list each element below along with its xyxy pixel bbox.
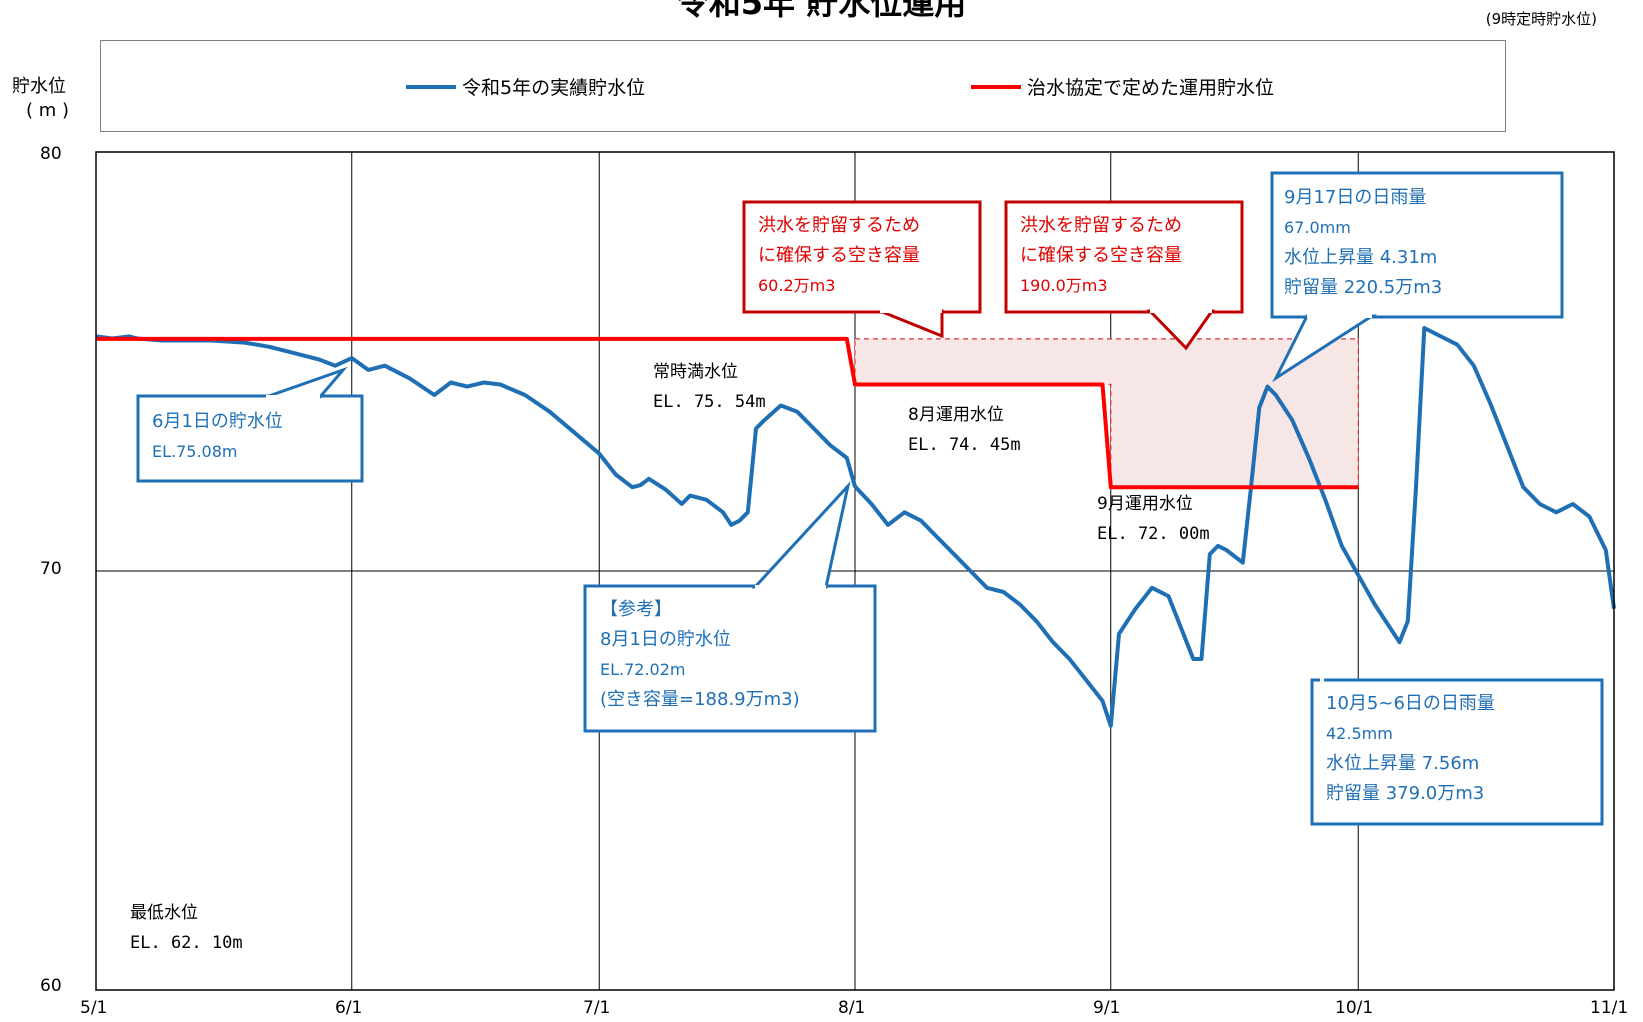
callout-aug1-pointer bbox=[751, 480, 851, 589]
x-tick-label-0801: 8/1 bbox=[838, 998, 866, 1018]
chart-title: 令和5年 貯水位運用 bbox=[676, 0, 967, 22]
callout-aug1-line4: (空き容量=188.9万m3) bbox=[600, 689, 800, 710]
minimum-level-label: 最低水位 bbox=[130, 903, 198, 923]
callout-oct5-box bbox=[1310, 678, 1604, 826]
y-tick-label-70: 70 bbox=[40, 559, 62, 579]
callout-sep-space-line3: 190.0万m3 bbox=[1020, 276, 1108, 295]
callout-oct5-line4: 貯留量 379.0万m3 bbox=[1326, 783, 1485, 804]
y-axis-unit: ( m ) bbox=[26, 100, 70, 121]
x-tick-label-0601: 6/1 bbox=[335, 998, 363, 1018]
minimum-level-value: EL. 62. 10m bbox=[130, 933, 243, 953]
callout-june1-line2: EL.75.08m bbox=[152, 442, 238, 461]
normal-full-level-label: 常時満水位 bbox=[653, 362, 738, 382]
august-level-label: 8月運用水位 bbox=[908, 405, 1004, 425]
x-tick-label-0901: 9/1 bbox=[1093, 998, 1121, 1018]
callout-aug-space-line2: に確保する空き容量 bbox=[758, 245, 920, 266]
september-level-label: 9月運用水位 bbox=[1097, 494, 1193, 514]
callout-sep17-box bbox=[1270, 171, 1564, 319]
callout-june1-box bbox=[136, 394, 364, 483]
callout-shapes bbox=[136, 171, 1604, 826]
callout-aug1-line1: 【参考】 bbox=[600, 599, 672, 620]
callout-sep17-line2: 67.0mm bbox=[1284, 218, 1351, 237]
callout-oct5-text: 10月5~6日の日雨量 42.5mm 水位上昇量 7.56m 貯留量 379.0… bbox=[1326, 689, 1495, 809]
y-axis-label: 貯水位 bbox=[12, 76, 66, 97]
legend: 令和5年の実績貯水位 治水協定で定めた運用貯水位 bbox=[100, 40, 1506, 132]
callout-aug1-line3: EL.72.02m bbox=[600, 660, 686, 679]
callout-aug-space-pointer bbox=[879, 309, 944, 339]
callout-aug-space-line1: 洪水を貯留するため bbox=[758, 215, 920, 236]
callout-aug-space-line3: 60.2万m3 bbox=[758, 276, 836, 295]
callout-sep17-line1: 9月17日の日雨量 bbox=[1284, 187, 1427, 208]
shaded-region bbox=[855, 338, 1359, 385]
callout-june1-line1: 6月1日の貯水位 bbox=[152, 411, 283, 432]
legend-label-actual: 令和5年の実績貯水位 bbox=[462, 77, 646, 99]
callout-sep17-line4: 貯留量 220.5万m3 bbox=[1284, 277, 1443, 298]
series-line-actual bbox=[95, 326, 1616, 728]
series-line-rule bbox=[96, 336, 1359, 490]
legend-line-red-icon bbox=[971, 84, 1021, 89]
x-tick-label-1101: 11/1 bbox=[1590, 998, 1629, 1018]
callout-aug1-line2: 8月1日の貯水位 bbox=[600, 629, 731, 650]
series-lines bbox=[95, 326, 1616, 728]
callout-june1-text: 6月1日の貯水位 EL.75.08m bbox=[152, 407, 283, 467]
legend-item-actual: 令和5年の実績貯水位 bbox=[406, 73, 645, 100]
x-tick-label-1001: 10/1 bbox=[1335, 998, 1374, 1018]
callout-oct5-line2: 42.5mm bbox=[1326, 724, 1393, 743]
callout-oct5-line1: 10月5~6日の日雨量 bbox=[1326, 693, 1495, 714]
callout-oct5-line3: 水位上昇量 7.56m bbox=[1326, 753, 1480, 774]
x-tick-label-0701: 7/1 bbox=[583, 998, 611, 1018]
september-level-value: EL. 72. 00m bbox=[1097, 524, 1210, 544]
plot-frame bbox=[95, 151, 1615, 991]
legend-item-rule: 治水協定で定めた運用貯水位 bbox=[971, 73, 1274, 100]
time-note: (9時定時貯水位) bbox=[1485, 10, 1597, 28]
normal-full-level-value: EL. 75. 54m bbox=[653, 392, 766, 412]
callout-aug-space-box bbox=[742, 200, 982, 314]
y-tick-label-60: 60 bbox=[40, 976, 62, 996]
callout-aug1-box bbox=[583, 584, 877, 733]
callout-aug1-text: 【参考】 8月1日の貯水位 EL.72.02m (空き容量=188.9万m3) bbox=[600, 595, 800, 715]
callout-june1-pointer bbox=[265, 366, 348, 399]
callout-sep-space-line2: に確保する空き容量 bbox=[1020, 245, 1182, 266]
legend-line-blue-icon bbox=[406, 84, 456, 89]
callout-sep-space-box bbox=[1004, 200, 1244, 314]
callout-aug-space-text: 洪水を貯留するため に確保する空き容量 60.2万m3 bbox=[758, 211, 920, 301]
callout-sep-space-line1: 洪水を貯留するため bbox=[1020, 215, 1182, 236]
callout-sep17-text: 9月17日の日雨量 67.0mm 水位上昇量 4.31m 貯留量 220.5万m… bbox=[1284, 183, 1442, 303]
legend-label-rule: 治水協定で定めた運用貯水位 bbox=[1027, 77, 1275, 99]
shaded-free-capacity bbox=[854, 338, 1359, 488]
august-level-value: EL. 74. 45m bbox=[908, 435, 1021, 455]
callout-sep-space-text: 洪水を貯留するため に確保する空き容量 190.0万m3 bbox=[1020, 211, 1182, 301]
x-tick-label-0501: 5/1 bbox=[80, 998, 108, 1018]
y-tick-label-80: 80 bbox=[40, 144, 62, 164]
shaded-region bbox=[1110, 384, 1359, 488]
callout-sep17-line3: 水位上昇量 4.31m bbox=[1284, 247, 1438, 268]
